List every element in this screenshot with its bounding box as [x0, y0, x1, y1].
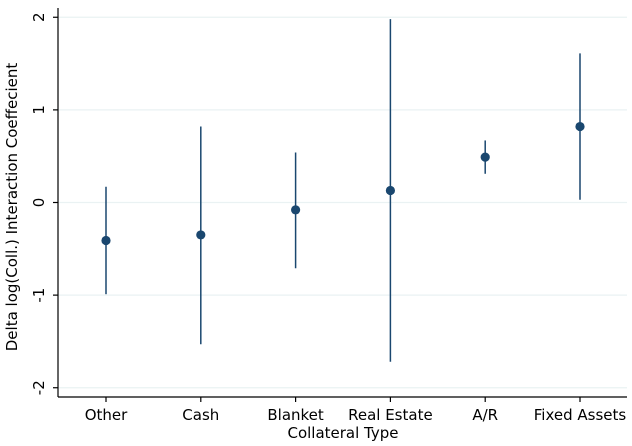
x-tick-label: Real Estate — [348, 406, 433, 424]
x-tick-label: Cash — [182, 406, 219, 424]
data-series — [101, 19, 585, 362]
x-tick-label: Blanket — [267, 406, 324, 424]
y-tick-label: -2 — [30, 380, 48, 395]
coefficient-point — [291, 205, 301, 215]
y-tick-label: -1 — [30, 288, 48, 303]
y-axis-title: Delta log(Coll.) Interaction Coeffecient — [3, 63, 21, 352]
coefficient-point — [575, 121, 585, 132]
x-ticks: Other Cash Blanket Real Estate A/R Fixed Asse… — [85, 397, 627, 424]
x-tick-label: Fixed Assets — [534, 406, 627, 424]
y-tick-label: 2 — [30, 12, 48, 22]
x-axis-title: Collateral Type — [287, 424, 398, 442]
y-tick-label: 0 — [30, 198, 48, 208]
gridlines — [58, 16, 627, 389]
x-tick-label: A/R — [472, 406, 498, 424]
coefficient-point — [196, 230, 206, 240]
y-ticks: -2 -1 0 1 2 — [30, 12, 58, 395]
coefficient-point — [385, 185, 395, 196]
y-tick-label: 1 — [30, 105, 48, 115]
x-tick-label: Other — [85, 406, 128, 424]
coefficient-point — [101, 235, 111, 246]
coefficient-point — [480, 152, 490, 162]
